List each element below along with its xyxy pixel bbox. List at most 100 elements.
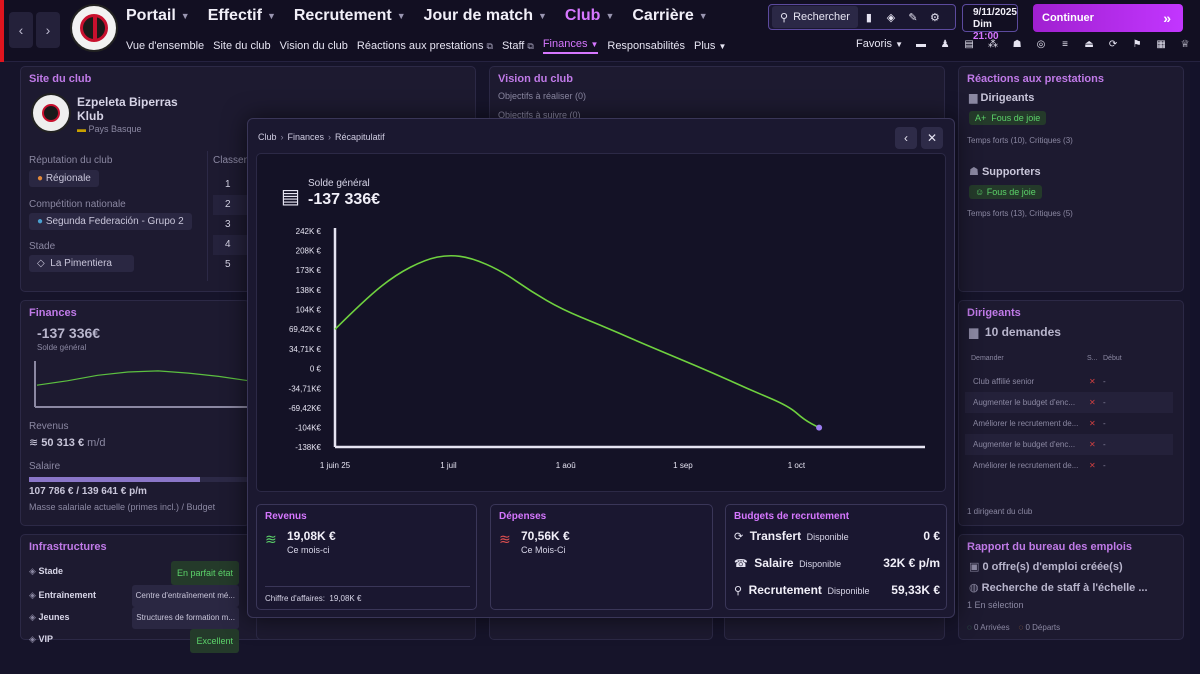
- expense-card-value: 70,56K €: [521, 529, 570, 543]
- x-tick-label: 1 oct: [788, 461, 806, 470]
- x-tick-label: 1 aoû: [556, 461, 576, 470]
- calendar-icon[interactable]: ▦: [1156, 38, 1166, 50]
- document-icon[interactable]: ▤: [964, 38, 974, 50]
- date-display[interactable]: 9/11/2025 Dim 21:00: [962, 4, 1018, 42]
- reputation-pill: ● Régionale: [29, 170, 99, 187]
- y-tick-label: 208K €: [296, 246, 322, 255]
- chevron-down-icon: ▼: [605, 11, 615, 21]
- recruitment-budget-card[interactable]: Budgets de recrutement ⟳ Transfert Dispo…: [725, 504, 947, 610]
- competition-pill[interactable]: ● Segunda Federación - Grupo 2: [29, 213, 192, 230]
- revenue-card-value: 19,08K €: [287, 529, 336, 543]
- staff-icon[interactable]: ☗: [1012, 38, 1022, 50]
- trophy-stand-icon[interactable]: ⏏: [1084, 38, 1094, 50]
- breadcrumb-finances[interactable]: Finances: [287, 132, 325, 142]
- page-scrollbar[interactable]: [1190, 62, 1200, 674]
- board-footer: 1 dirigeant du club: [967, 507, 1033, 516]
- smile-icon: ☺: [975, 187, 985, 197]
- refresh-icon[interactable]: ⟳: [1108, 38, 1118, 50]
- board-panel: Dirigeants ▆ 10 demandes Demander S... D…: [958, 300, 1184, 526]
- modal-back-button[interactable]: ‹: [895, 127, 917, 149]
- table-row[interactable]: Augmenter le budget d'enc... ✕ -: [965, 434, 1173, 455]
- y-tick-label: 242K €: [296, 227, 322, 236]
- infra-row-stadium[interactable]: ◈ Stade En parfait état: [29, 561, 239, 585]
- flag-icon[interactable]: ⚑: [1132, 38, 1142, 50]
- scout-icon: ⚲: [734, 585, 743, 597]
- salary-icon: ☎: [734, 558, 748, 570]
- gear-icon[interactable]: ⚙: [929, 11, 940, 24]
- y-tick-label: 173K €: [296, 266, 322, 275]
- close-icon: ✕: [926, 131, 938, 145]
- board-detail: Temps forts (10), Critiques (3): [967, 136, 1073, 145]
- infra-row-youth[interactable]: ◈ Jeunes Structures de formation m...: [29, 607, 239, 629]
- tool-group: ⚲ Rechercher ▮ ◈ ✎ ⚙: [768, 4, 956, 30]
- revenue-row: ≋ 50 313 € m/d: [29, 437, 106, 449]
- table-row[interactable]: Augmenter le budget d'enc... ✕ -: [965, 392, 1173, 413]
- y-tick-label: -138K€: [295, 443, 321, 452]
- salary-bar: [29, 477, 251, 482]
- stadium-pill[interactable]: ◇ La Pimentiera: [29, 255, 134, 272]
- arrivals-icon: ◌: [967, 623, 972, 632]
- tab-club-vision[interactable]: Vision du club: [279, 40, 348, 52]
- revenue-card[interactable]: Revenus ≋ 19,08K € Ce mois-ci Chiffre d'…: [256, 504, 477, 610]
- table-row[interactable]: Club affilié senior ✕ -: [973, 377, 1106, 386]
- tab-more[interactable]: Plus ▼: [694, 40, 727, 52]
- club-crest-icon[interactable]: [70, 4, 118, 52]
- forward-button[interactable]: ›: [36, 12, 60, 48]
- tab-finances[interactable]: Finances ▼: [542, 38, 599, 54]
- objectives-realize: Objectifs à réaliser (0): [498, 91, 587, 101]
- club-crest-icon: [31, 93, 71, 133]
- tab-club-site[interactable]: Site du club: [213, 40, 271, 52]
- cup-icon[interactable]: ♕: [1180, 38, 1190, 50]
- revenue-card-footer: Chiffre d'affaires: 19,08K €: [265, 594, 362, 603]
- balance-line-chart[interactable]: 242K € 208K € 173K € 138K € 104K € 69,42K € 34…: [257, 154, 947, 493]
- shirt-icon[interactable]: ♟: [940, 38, 950, 50]
- ball-icon[interactable]: ◎: [1036, 38, 1046, 50]
- objectives-follow: Objectifs à suivre (0): [498, 110, 581, 120]
- breadcrumb-club[interactable]: Club: [258, 132, 277, 142]
- menu-effectif[interactable]: Effectif ▼: [207, 7, 276, 24]
- tab-responsibilities[interactable]: Responsabilités: [607, 40, 686, 52]
- main-menu: Portail ▼ Effectif ▼ Recrutement ▼ Jour de …: [126, 7, 708, 25]
- flag-icon: ▬: [77, 124, 86, 134]
- tab-staff[interactable]: Staff ⧉: [501, 40, 534, 52]
- jobs-search[interactable]: ◍ Recherche de staff à l'échelle ...: [969, 582, 1148, 594]
- tab-overview[interactable]: Vue d'ensemble: [126, 40, 205, 52]
- document-icon: ▤: [281, 186, 300, 208]
- menu-jour-de-match[interactable]: Jour de match ▼: [423, 7, 547, 24]
- menu-carriere[interactable]: Carrière ▼: [632, 7, 708, 24]
- expense-card[interactable]: Dépenses ≋ 70,56K € Ce Mois-Ci: [490, 504, 713, 610]
- coins-icon[interactable]: ≡: [1062, 38, 1068, 50]
- stadium-icon: ◇: [37, 258, 45, 269]
- search-button[interactable]: ⚲ Rechercher: [772, 6, 858, 28]
- menu-recrutement[interactable]: Recrutement ▼: [293, 7, 406, 24]
- y-tick-label: 104K €: [296, 305, 322, 314]
- rank-list: 1 2 3 4 5: [213, 175, 253, 275]
- balance-series-line: [334, 254, 820, 429]
- modal-close-button[interactable]: ✕: [921, 127, 943, 149]
- infra-row-training[interactable]: ◈ Entraînement Centre d'entraînement mé..…: [29, 585, 239, 607]
- infra-row-vip[interactable]: ◈ VIP Excellent: [29, 629, 239, 653]
- edit-icon[interactable]: ✎: [908, 11, 918, 24]
- menu-club[interactable]: Club ▼: [564, 7, 615, 24]
- jobs-offers[interactable]: ▣ 0 offre(s) d'emploi créée(s): [969, 561, 1123, 573]
- external-link-icon: ⧉: [527, 40, 534, 51]
- bookmark-icon[interactable]: ▮: [865, 11, 872, 24]
- chart-balance-value: -137 336€: [308, 191, 381, 208]
- vision-title: Vision du club: [498, 73, 573, 85]
- y-tick-label: 34,71K €: [289, 345, 322, 354]
- jobs-selection: 1 En sélection: [967, 600, 1024, 610]
- back-button[interactable]: ‹: [9, 12, 33, 48]
- favorites-dropdown[interactable]: Favoris ▼: [856, 38, 904, 50]
- table-row[interactable]: Améliorer le recrutement de... ✕ -: [973, 419, 1106, 428]
- tab-reactions[interactable]: Réactions aux prestations ⧉: [356, 40, 493, 52]
- classement-label: Classem: [213, 155, 252, 166]
- y-tick-label: -104K€: [295, 424, 321, 433]
- menu-portail[interactable]: Portail ▼: [126, 7, 190, 24]
- red-strip: [0, 0, 4, 62]
- continue-button[interactable]: Continuer»: [1033, 4, 1183, 32]
- chat-icon[interactable]: ▬: [916, 38, 927, 50]
- tactics-icon[interactable]: ⁂: [988, 38, 999, 50]
- shield-icon[interactable]: ◈: [886, 11, 896, 24]
- board-requests: ▆ 10 demandes: [969, 325, 1061, 339]
- table-row[interactable]: Améliorer le recrutement de... ✕ -: [973, 461, 1106, 470]
